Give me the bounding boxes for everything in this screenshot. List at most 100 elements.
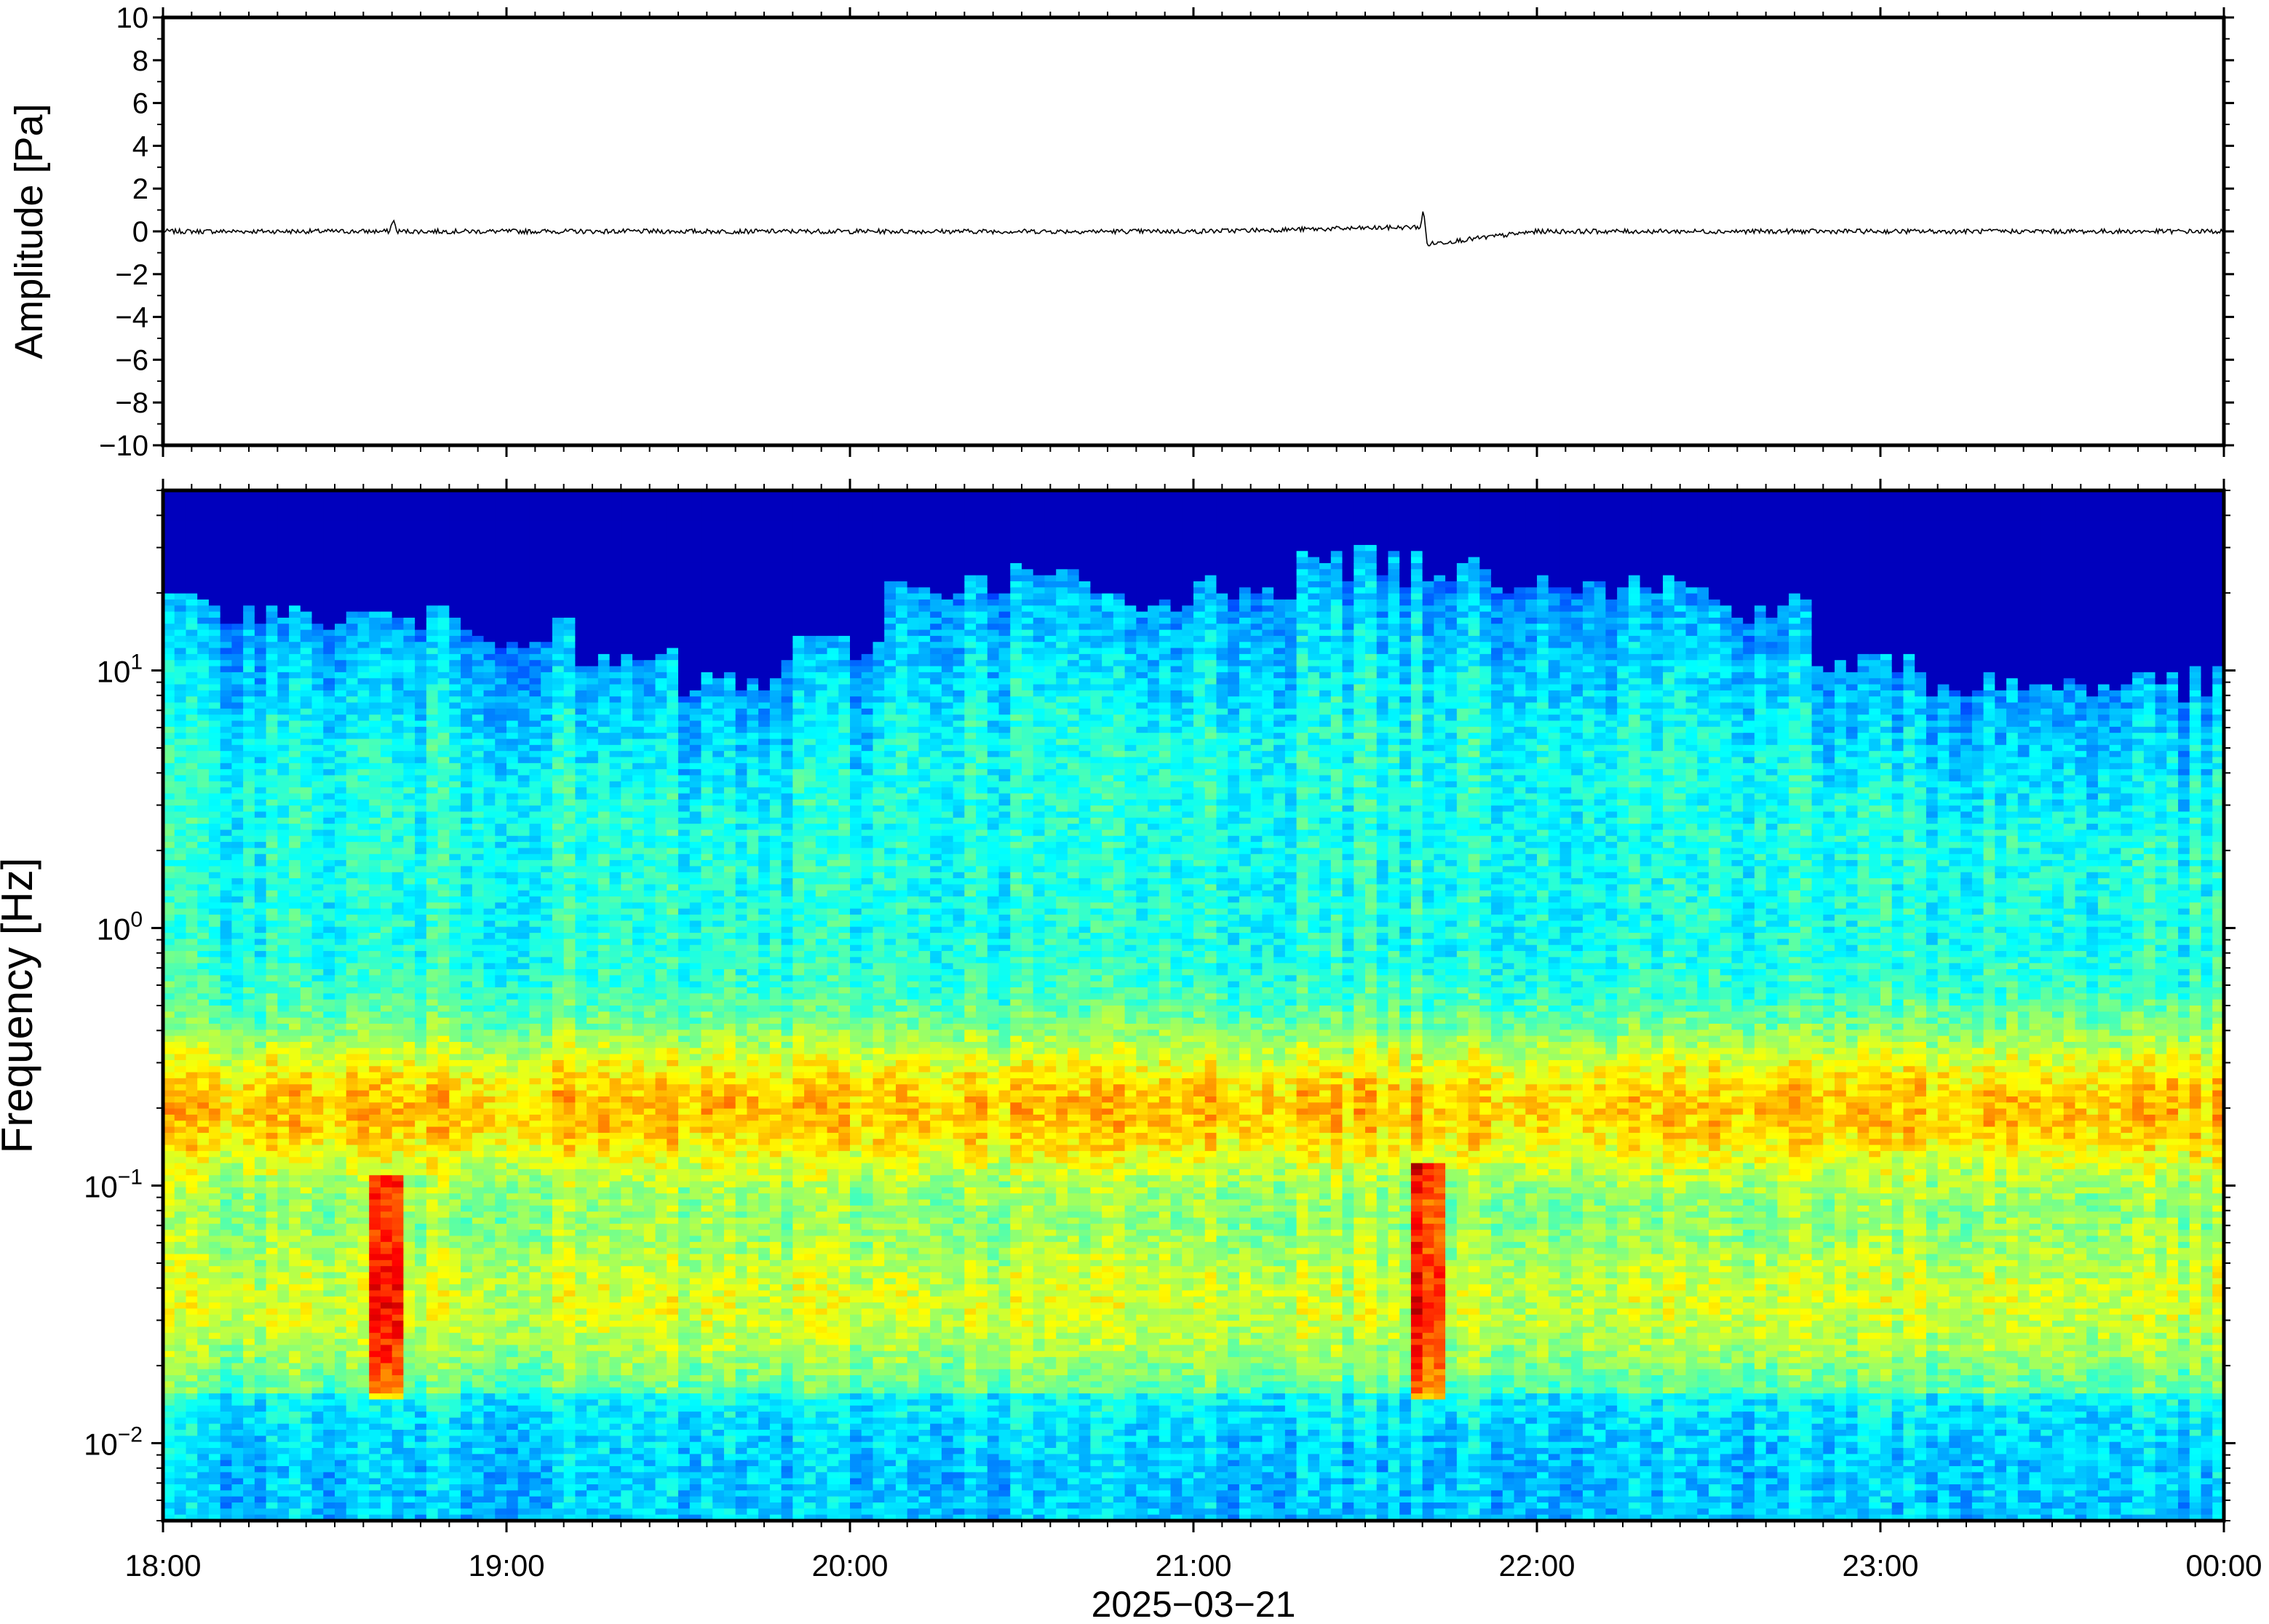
spectrogram-cell (231, 1017, 244, 1024)
spectrogram-cell (335, 1114, 347, 1122)
spectrogram-cell (266, 653, 279, 661)
spectrogram-cell (483, 1096, 496, 1104)
spectrogram-cell (323, 520, 335, 528)
spectrogram-cell (300, 557, 313, 564)
spectrogram-cell (208, 739, 221, 746)
spectrogram-cell (426, 793, 439, 800)
spectrogram-cell (163, 490, 175, 498)
spectrogram-cell (231, 1126, 244, 1134)
spectrogram-cell (415, 866, 427, 873)
spectrogram-cell (483, 726, 496, 733)
spectrogram-cell (186, 1096, 198, 1104)
spectrogram-cell (197, 642, 210, 649)
spectrogram-cell (449, 775, 461, 782)
spectrogram-cell (403, 544, 416, 552)
spectrogram-cell (311, 1375, 325, 1382)
spectrogram-cell (254, 1006, 267, 1013)
spectrogram-cell (357, 1363, 370, 1370)
spectrogram-cell (323, 920, 335, 928)
spectrogram-cell (266, 1096, 279, 1104)
spectrogram-cell (254, 872, 267, 879)
spectrogram-cell (415, 1339, 427, 1346)
spectrogram-cell (163, 1502, 175, 1510)
spectrogram-cell (461, 1217, 473, 1225)
spectrogram-cell (461, 1314, 473, 1321)
spectrogram-cell (472, 1308, 485, 1315)
spectrogram-cell (449, 835, 461, 843)
spectrogram-cell (289, 1017, 301, 1024)
spectrogram-cell (220, 733, 233, 740)
spectrogram-cell (300, 1054, 313, 1061)
spectrogram-cell (289, 696, 301, 704)
spectrogram-cell (369, 720, 381, 728)
spectrogram-cell (254, 757, 267, 764)
spectrogram-cell (426, 684, 439, 691)
spectrogram-cell (392, 1460, 405, 1467)
spectrogram-cell (426, 1514, 439, 1521)
spectrogram-cell (380, 1150, 393, 1158)
spectrogram-cell (403, 1187, 416, 1195)
spectrogram-cell (266, 1272, 279, 1279)
spectrogram-cell (357, 1259, 370, 1267)
spectrogram-cell (335, 684, 347, 691)
spectrogram-cell (220, 775, 233, 782)
spectrogram-cell (311, 1430, 325, 1437)
spectrogram-cell (300, 520, 313, 528)
spectrogram-cell (231, 642, 244, 649)
spectrogram-cell (346, 1332, 359, 1340)
spectrogram-cell (369, 1035, 381, 1043)
spectrogram-cell (323, 1272, 335, 1279)
spectrogram-cell (426, 1078, 439, 1086)
spectrogram-cell (323, 1254, 335, 1261)
spectrogram-cell (277, 1350, 290, 1358)
spectrogram-cell (174, 1078, 187, 1086)
spectrogram-cell (208, 1096, 221, 1104)
spectrogram-cell (346, 624, 359, 631)
spectrogram-cell (243, 1187, 255, 1195)
spectrogram-cell (311, 763, 325, 770)
spectrogram-cell (163, 1436, 175, 1443)
spectrogram-cell (472, 1006, 485, 1013)
spectrogram-cell (311, 908, 325, 915)
spectrogram-cell (483, 1030, 496, 1037)
spectrogram-cell (300, 1314, 313, 1321)
spectrogram-cell (380, 629, 393, 637)
spectrogram-cell (254, 1466, 267, 1473)
spectrogram-cell (392, 653, 405, 661)
spectrogram-cell (231, 757, 244, 764)
spectrogram-cell (357, 538, 370, 546)
spectrogram-cell (426, 1284, 439, 1291)
spectrogram-cell (437, 648, 450, 655)
spectrogram-cell (415, 1017, 427, 1024)
spectrogram-cell (357, 1023, 370, 1031)
spectrogram-cell (186, 1084, 198, 1091)
spectrogram-cell (208, 1508, 221, 1516)
spectrogram-cell (254, 1114, 267, 1122)
spectrogram-cell (208, 1387, 221, 1394)
spectrogram-cell (186, 557, 198, 564)
spectrogram-cell (357, 1441, 370, 1449)
spectrogram-cell (231, 1345, 244, 1352)
spectrogram-cell (163, 1496, 175, 1503)
spectrogram-cell (426, 599, 439, 607)
spectrogram-cell (346, 569, 359, 576)
spectrogram-cell (197, 1454, 210, 1461)
spectrogram-cell (346, 678, 359, 685)
spectrogram-cell (415, 1326, 427, 1334)
spectrogram-cell (426, 1217, 439, 1225)
spectrogram-cell (437, 1302, 450, 1310)
spectrogram-cell (392, 702, 405, 709)
spectrogram-cell (277, 593, 290, 600)
spectrogram-cell (186, 1302, 198, 1310)
spectrogram-cell (243, 1066, 255, 1073)
spectrogram-cell (380, 1048, 393, 1055)
spectrogram-cell (369, 1114, 381, 1122)
spectrogram-cell (208, 944, 221, 952)
spectrogram-cell (174, 708, 187, 715)
spectrogram-cell (277, 1132, 290, 1140)
spectrogram-cell (426, 920, 439, 928)
spectrogram-cell (208, 987, 221, 995)
spectrogram-cell (163, 1466, 175, 1473)
spectrogram-cell (449, 1030, 461, 1037)
spectrogram-cell (449, 1490, 461, 1497)
